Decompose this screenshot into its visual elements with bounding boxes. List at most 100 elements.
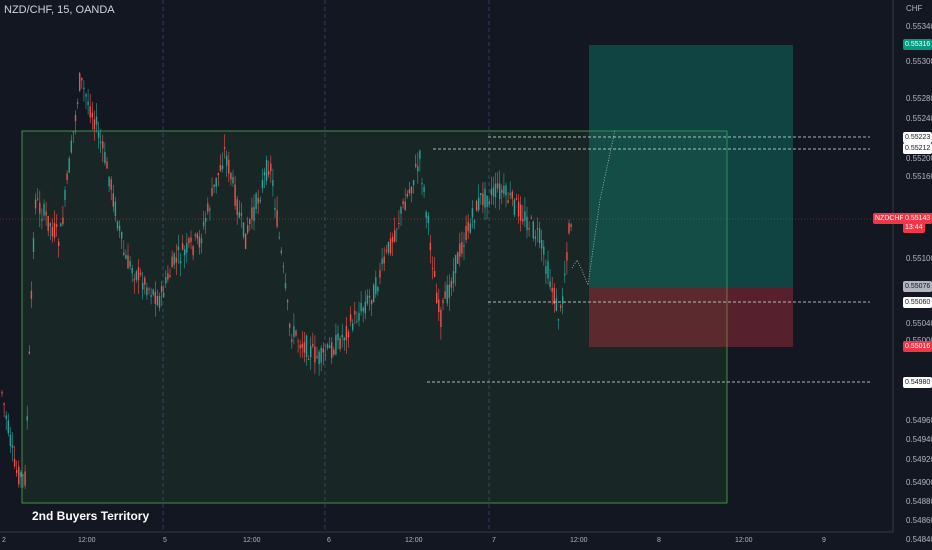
candle-body <box>257 197 259 204</box>
candle-body <box>299 344 301 349</box>
candle-body <box>87 101 89 106</box>
candle-body <box>488 200 490 205</box>
candle-body <box>135 271 138 280</box>
candle-body <box>310 345 312 357</box>
candle-body <box>202 221 205 227</box>
candle-body <box>188 238 190 244</box>
candle-body <box>18 466 20 485</box>
candle-body <box>236 199 238 215</box>
candle-body <box>194 234 196 237</box>
candle-body <box>293 326 295 337</box>
candle-body <box>125 254 127 259</box>
candle-body <box>446 284 448 304</box>
candle-body <box>404 201 406 211</box>
candle-body <box>11 445 14 448</box>
candle-body <box>265 159 268 181</box>
candle-body <box>398 223 400 225</box>
candle-body <box>520 204 522 221</box>
candle-body <box>543 246 545 255</box>
candle-body <box>312 343 314 347</box>
candle-body <box>457 252 459 264</box>
candle-body <box>95 116 98 125</box>
candle-body <box>385 250 387 252</box>
candle-body <box>564 273 566 276</box>
candle-body <box>226 155 228 166</box>
candle-body <box>175 257 177 263</box>
candle-body <box>345 325 348 341</box>
candle-body <box>30 290 33 299</box>
candle-body <box>440 309 442 328</box>
candle-body <box>83 87 85 90</box>
candle-body <box>249 219 251 225</box>
candle-body <box>34 199 37 209</box>
price-tag: 0.54980 <box>903 377 932 388</box>
candle-body <box>276 210 278 227</box>
candle-body <box>5 415 7 420</box>
candle-body <box>184 249 186 256</box>
candle-body <box>402 201 404 205</box>
candle-body <box>307 359 310 361</box>
candle-body <box>394 230 396 242</box>
candle-body <box>555 298 558 311</box>
candle-body <box>316 356 318 358</box>
candle-body <box>7 420 9 434</box>
candle-body <box>419 150 421 159</box>
price-tag: 0.55212 <box>903 143 932 154</box>
candle-body <box>389 238 392 254</box>
candle-body <box>127 255 129 269</box>
candle-body <box>396 228 398 230</box>
candle-body <box>478 197 480 211</box>
candle-body <box>305 335 308 358</box>
candle-body <box>215 177 217 187</box>
candle-body <box>51 226 54 237</box>
candle-body <box>463 245 465 247</box>
candle-body <box>425 211 427 218</box>
candle-body <box>211 188 213 196</box>
candle-body <box>22 474 24 476</box>
candle-body <box>28 351 30 354</box>
candle-body <box>410 186 413 194</box>
candle-body <box>352 323 354 330</box>
candle-body <box>79 73 81 91</box>
candle-body <box>480 193 482 196</box>
candle-body <box>72 130 75 133</box>
candle-body <box>114 201 117 217</box>
candle-body <box>66 173 68 181</box>
candle-body <box>387 241 390 253</box>
candle-body <box>356 321 358 323</box>
candle-body <box>524 211 526 221</box>
candle-body <box>408 189 411 194</box>
candle-body <box>433 270 436 278</box>
time-tick: 12:00 <box>570 537 588 544</box>
candle-body <box>494 183 497 198</box>
candle-body <box>354 310 356 315</box>
candle-body <box>213 184 215 187</box>
candle-body <box>1 391 3 394</box>
candle-body <box>179 261 182 264</box>
candle-body <box>173 253 175 265</box>
candle-body <box>137 267 140 281</box>
candle-body <box>475 200 478 211</box>
candle-body <box>431 267 434 269</box>
candle-body <box>221 165 224 170</box>
target-zone <box>589 45 793 287</box>
candle-body <box>375 277 377 295</box>
candle-body <box>484 188 486 208</box>
candle-body <box>364 301 366 314</box>
candle-body <box>505 185 507 196</box>
time-tick: 12:00 <box>405 537 423 544</box>
candle-body <box>501 189 503 193</box>
candle-body <box>118 225 121 231</box>
candle-body <box>223 147 226 149</box>
candle-body <box>509 193 511 196</box>
candle-body <box>234 184 236 206</box>
candle-body <box>331 342 333 359</box>
candle-body <box>167 273 169 280</box>
candle-body <box>37 198 39 200</box>
